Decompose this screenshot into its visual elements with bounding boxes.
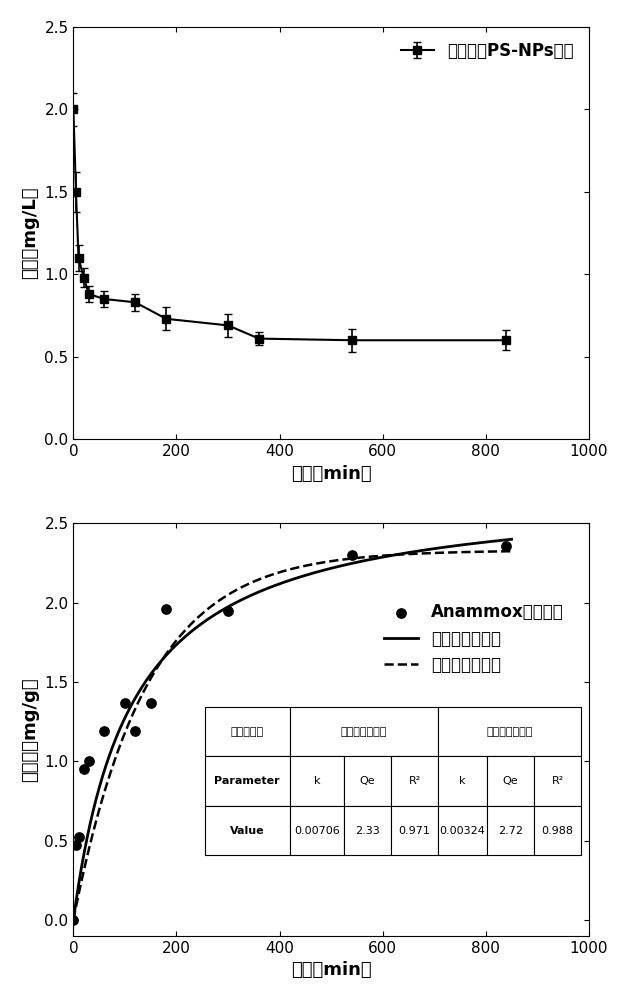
Text: 2.33: 2.33 — [355, 826, 380, 836]
Text: 吸附动力学: 吸附动力学 — [231, 727, 264, 737]
Text: 2.72: 2.72 — [498, 826, 523, 836]
二级吸附动力学 — [508, 533, 515, 545]
Text: 0.00706: 0.00706 — [294, 826, 340, 836]
X-axis label: 时间（min）: 时间（min） — [291, 465, 372, 483]
Bar — [289, 806, 344, 855]
二级吸附动力学 — [70, 914, 77, 926]
Text: k: k — [313, 776, 320, 786]
Anammox颗粒污泥 — [99, 723, 109, 739]
Anammox颗粒污泥 — [120, 695, 130, 711]
一级吸附动力学 — [495, 545, 503, 557]
X-axis label: 时间（min）: 时间（min） — [291, 961, 372, 979]
一级吸附动力学 — [282, 564, 290, 576]
二级吸附动力学 — [495, 535, 503, 547]
Anammox颗粒污泥 — [69, 912, 79, 928]
Bar — [391, 756, 438, 806]
Bar — [487, 756, 534, 806]
Bar — [344, 756, 391, 806]
一级吸附动力学 — [415, 548, 422, 560]
Text: 一级吸附动力学: 一级吸附动力学 — [341, 727, 387, 737]
Bar — [391, 806, 438, 855]
Anammox颗粒污泥 — [79, 761, 89, 777]
Anammox颗粒污泥 — [223, 603, 233, 619]
Anammox颗粒污泥 — [146, 695, 156, 711]
Line: 一级吸附动力学: 一级吸附动力学 — [74, 551, 511, 920]
Line: 二级吸附动力学: 二级吸附动力学 — [74, 539, 511, 920]
Anammox颗粒污泥 — [130, 723, 140, 739]
Text: R²: R² — [552, 776, 564, 786]
二级吸附动力学 — [415, 545, 422, 557]
Legend: Anammox颗粒污泥, 二级吸附动力学, 一级吸附动力学: Anammox颗粒污泥, 二级吸附动力学, 一级吸附动力学 — [377, 597, 571, 681]
Bar — [534, 806, 581, 855]
Anammox颗粒污泥 — [161, 601, 171, 617]
Bar — [487, 806, 534, 855]
Bar — [344, 806, 391, 855]
Anammox颗粒污泥 — [71, 837, 81, 853]
一级吸附动力学 — [70, 914, 77, 926]
二级吸附动力学 — [282, 575, 290, 587]
二级吸附动力学 — [271, 580, 279, 592]
Bar — [205, 707, 289, 756]
Bar — [438, 707, 581, 756]
Text: 0.00324: 0.00324 — [440, 826, 486, 836]
Bar — [289, 756, 344, 806]
Bar — [534, 756, 581, 806]
Bar — [438, 806, 487, 855]
一级吸附动力学 — [495, 545, 503, 557]
Text: R²: R² — [408, 776, 421, 786]
Legend: 上清液中PS-NPs浓度: 上清液中PS-NPs浓度 — [394, 35, 581, 66]
Text: Qe: Qe — [360, 776, 376, 786]
Anammox颗粒污泥 — [74, 829, 84, 845]
一级吸附动力学 — [92, 816, 99, 828]
二级吸附动力学 — [495, 535, 503, 547]
Text: Parameter: Parameter — [214, 776, 280, 786]
Y-axis label: 浓度（mg/L）: 浓度（mg/L） — [21, 187, 39, 279]
Text: 二级吸附动力学: 二级吸附动力学 — [486, 727, 533, 737]
Text: k: k — [459, 776, 466, 786]
Text: Value: Value — [230, 826, 264, 836]
Bar — [205, 756, 289, 806]
Bar — [289, 707, 438, 756]
Text: 0.988: 0.988 — [542, 826, 574, 836]
Anammox颗粒污泥 — [501, 538, 511, 554]
一级吸附动力学 — [508, 545, 515, 557]
二级吸附动力学 — [92, 795, 99, 807]
Bar — [438, 756, 487, 806]
Y-axis label: 吸附量（mg/g）: 吸附量（mg/g） — [21, 677, 39, 782]
Anammox颗粒污泥 — [347, 547, 357, 563]
Bar — [205, 806, 289, 855]
Anammox颗粒污泥 — [84, 753, 94, 769]
一级吸附动力学 — [271, 568, 279, 580]
Text: Qe: Qe — [503, 776, 518, 786]
Text: 0.971: 0.971 — [399, 826, 431, 836]
